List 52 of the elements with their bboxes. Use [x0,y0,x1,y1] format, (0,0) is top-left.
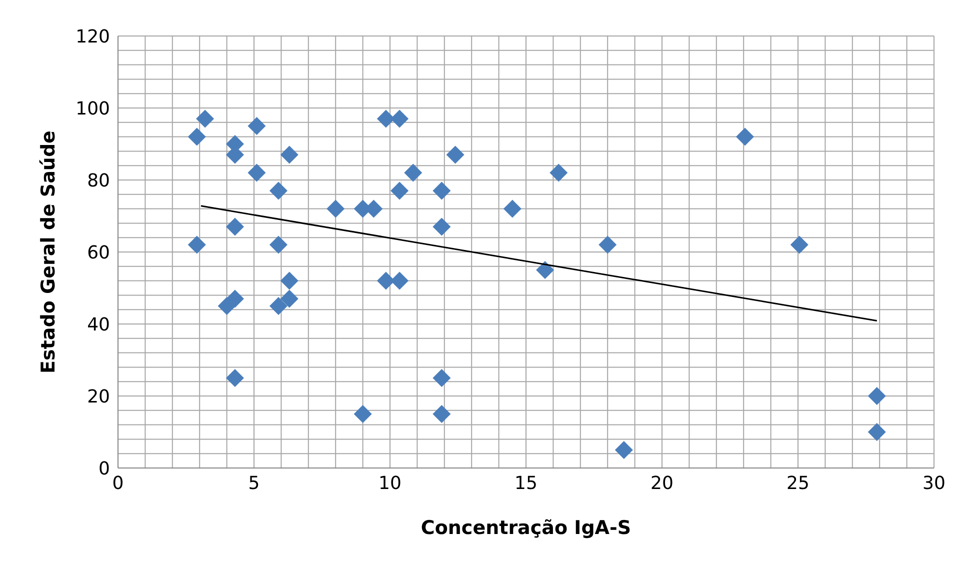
point [269,236,288,254]
point [432,369,451,387]
y-tick-label: 60 [87,242,110,264]
point [390,272,409,290]
point [432,405,451,423]
point [188,128,206,146]
y-tick-label: 40 [87,314,110,336]
y-tick-label: 80 [87,170,110,192]
point [269,297,288,315]
x-axis-title: Concentração IgA-S [420,517,632,539]
x-tick-label: 10 [378,472,402,494]
x-tick-label: 15 [514,472,538,494]
point [280,290,298,308]
point [432,182,451,200]
point [446,146,464,164]
point [226,290,244,308]
x-tick-label: 0 [112,472,124,494]
y-tick-label: 120 [76,26,110,48]
point [868,423,886,441]
point [248,117,266,135]
point [598,236,617,254]
point [536,261,554,279]
point [376,110,395,128]
point [196,110,214,128]
x-tick-label: 20 [650,472,674,494]
y-tick-label: 0 [98,458,110,480]
point [226,369,244,387]
point [326,200,345,218]
point [269,182,288,200]
point [280,272,298,290]
x-tick-label: 25 [786,472,810,494]
point [376,272,395,290]
y-tick-label: 100 [76,98,110,120]
point [390,110,409,128]
point [188,236,206,254]
point [614,441,633,459]
point [550,164,568,182]
point [868,387,886,405]
point [503,200,522,218]
point [404,164,422,182]
point [432,218,451,236]
x-tick-label: 5 [248,472,260,494]
point [354,405,372,423]
point [280,146,298,164]
x-tick-label: 30 [922,472,946,494]
point [226,218,244,236]
point [790,236,808,254]
y-axis-title: Estado Geral de Saúde [38,130,60,374]
point [736,128,754,146]
y-tick-label: 20 [87,386,110,408]
point [248,164,266,182]
point [390,182,409,200]
